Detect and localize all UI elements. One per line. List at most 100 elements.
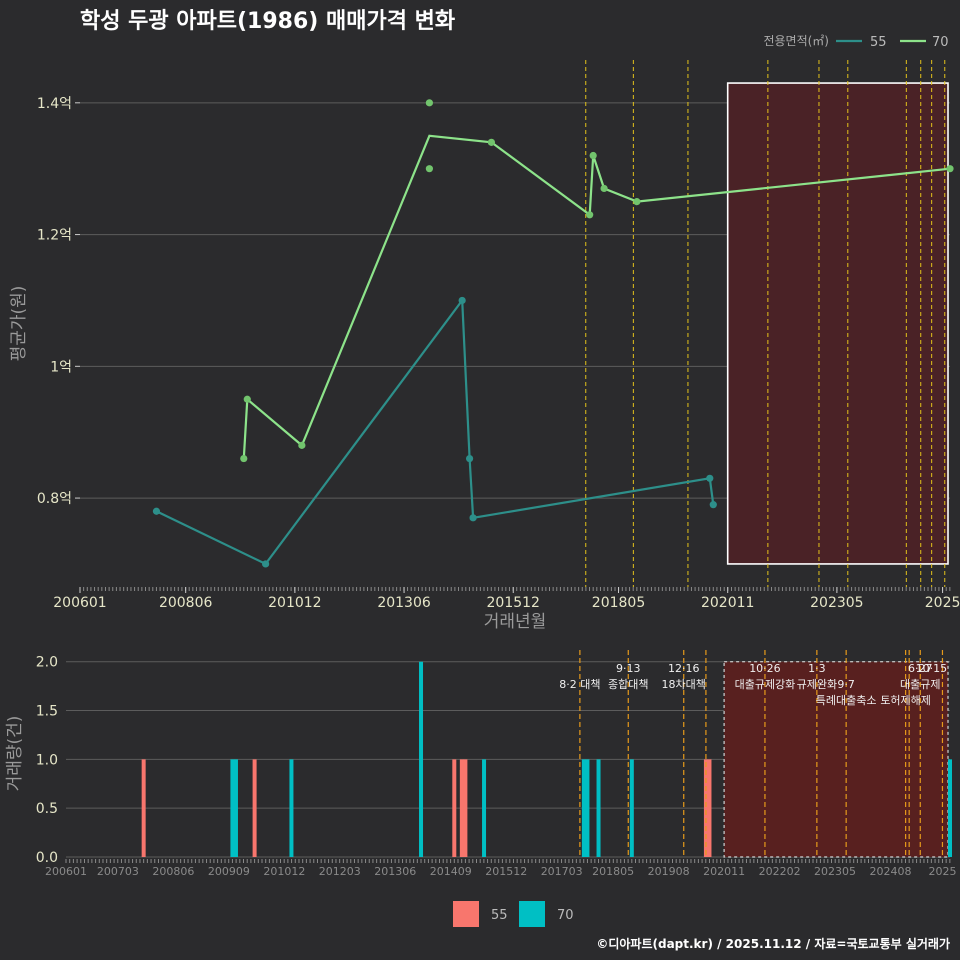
data-point-55: [469, 514, 477, 522]
policy-annotation: 6·27: [908, 662, 933, 675]
x-tick-label: 201306: [374, 865, 416, 878]
volume-bar-55: [707, 759, 712, 857]
volume-bar-70: [482, 759, 487, 857]
policy-annotation: 특례대출축소: [816, 694, 877, 707]
x-axis-title: 거래년월: [484, 612, 547, 632]
volume-bar-70: [948, 759, 952, 857]
y-tick-label: 2.0: [36, 655, 58, 671]
legend-swatch-70: [519, 901, 545, 927]
y-tick-label: 1.5: [36, 704, 58, 720]
x-tick-label: 201805: [592, 595, 645, 611]
x-tick-label: 202011: [701, 595, 754, 611]
volume-bar-70: [230, 759, 235, 857]
legend-label-55: 55: [491, 908, 508, 923]
volume-bar-55: [463, 759, 468, 857]
x-tick-label: 2025: [925, 595, 960, 611]
volume-chart: 0.0 0.5 1.0 1.5 2.0 8·2 대책 9·13 종합대책 12·16 18차대책 1…: [5, 650, 956, 878]
volume-bar-70: [581, 759, 586, 857]
price-chart: 0.8억 1억 1.2억 1.4억 200601 200806 201012 201306 20…: [9, 60, 960, 632]
y-tick-label: 0.8억: [37, 491, 72, 507]
data-point-55: [262, 560, 270, 568]
y-tick-label: 0.5: [36, 801, 58, 817]
x-tick-label: 202305: [810, 595, 863, 611]
x-tick-label: 201012: [268, 595, 321, 611]
x-tick-label: 200806: [159, 595, 213, 611]
y-tick-label: 1억: [50, 359, 72, 375]
data-point-55: [458, 296, 466, 305]
volume-bar-70: [419, 661, 424, 857]
policy-annotation: 9·13: [616, 662, 641, 675]
footer-credit: ©디아파트(dapt.kr) / 2025.11.12 / 자료=국토교통부 실…: [596, 936, 950, 951]
data-point-55: [465, 454, 474, 463]
policy-annotation: 종합대책: [608, 678, 648, 691]
volume-bar-55: [141, 759, 146, 857]
x-tick-label: 201805: [592, 865, 634, 878]
policy-annotation: 10·26: [749, 662, 781, 675]
volume-bar-55: [459, 759, 464, 857]
highlight-box: [723, 661, 949, 858]
x-tick-label: 201908: [648, 865, 690, 878]
x-tick-label: 2025: [928, 865, 956, 878]
legend-swatch-55: [453, 901, 479, 927]
volume-bar-55: [703, 759, 708, 857]
series-line-55: [155, 297, 715, 566]
data-point-70: [600, 184, 608, 193]
data-point-70: [946, 165, 954, 173]
x-tick-label: 201512: [487, 595, 540, 611]
policy-annotation: 10·15: [916, 662, 948, 675]
policy-annotation: 9·7: [837, 678, 855, 691]
data-point-70: [586, 211, 594, 219]
y-tick-label: 0.0: [36, 850, 58, 866]
legend-title: 전용면적(㎡): [763, 34, 829, 48]
policy-annotation: 토허제해제: [880, 693, 931, 707]
volume-bar-70: [233, 759, 238, 857]
volume-bar-70: [596, 759, 601, 857]
y-tick-label: 1.4억: [37, 96, 72, 112]
x-tick-label: 200806: [152, 865, 194, 878]
policy-annotation: 12·16: [668, 662, 700, 675]
policy-annotation: 18차대책: [662, 678, 706, 691]
x-tick-label: 202408: [870, 865, 912, 878]
legend-label-55: 55: [870, 35, 887, 50]
data-point-70: [425, 99, 433, 107]
x-tick-label: 202011: [703, 865, 745, 878]
x-tick-label: 201703: [541, 865, 583, 878]
x-tick-label: 201512: [485, 865, 527, 878]
data-point-55: [152, 507, 161, 515]
volume-bar-55: [452, 759, 457, 857]
policy-annotation: 대출규제강화: [735, 678, 796, 691]
legend-label-70: 70: [557, 908, 574, 923]
volume-bar-70: [585, 759, 590, 857]
data-point-70: [243, 395, 251, 403]
x-tick-label: 201203: [319, 865, 361, 878]
policy-annotation: 8·2 대책: [559, 678, 600, 691]
x-tick-label: 202305: [814, 865, 856, 878]
data-point-70: [487, 138, 496, 146]
y-axis-title: 평균가(원): [9, 286, 29, 362]
y-axis-title: 거래량(건): [5, 716, 25, 792]
data-point-70: [589, 151, 597, 160]
data-point-70: [240, 454, 248, 463]
highlight-box: [726, 82, 949, 565]
x-tick-label: 200601: [45, 865, 87, 878]
x-tick-label: 200703: [97, 865, 139, 878]
policy-annotation: 대출규제: [900, 678, 940, 691]
data-point-70: [425, 165, 433, 173]
x-tick-label: 200909: [208, 865, 250, 878]
volume-bar-55: [252, 759, 257, 857]
policy-annotation: 규제완화: [797, 678, 837, 691]
x-tick-label: 201306: [377, 595, 431, 611]
volume-bar-70: [629, 759, 634, 857]
y-tick-label: 1.0: [36, 752, 58, 768]
data-point-55: [706, 474, 714, 482]
data-point-55: [709, 501, 717, 509]
x-tick-label: 201012: [263, 865, 305, 878]
x-tick-label: 200601: [53, 595, 106, 611]
policy-annotation: 1·3: [808, 662, 826, 675]
x-tick-label: 202202: [759, 865, 801, 878]
legend-label-70: 70: [932, 35, 949, 50]
volume-bar-70: [289, 759, 294, 857]
data-point-70: [633, 198, 641, 206]
